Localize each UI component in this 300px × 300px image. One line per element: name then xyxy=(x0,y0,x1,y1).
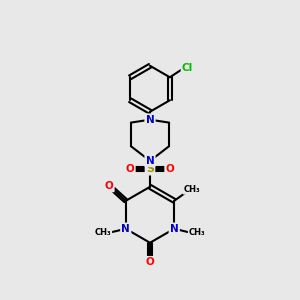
Text: Cl: Cl xyxy=(182,63,193,73)
Text: N: N xyxy=(170,224,178,234)
Text: O: O xyxy=(126,164,134,174)
Text: CH₃: CH₃ xyxy=(189,228,206,237)
Text: O: O xyxy=(105,181,113,191)
Text: N: N xyxy=(146,156,154,166)
Text: O: O xyxy=(166,164,174,174)
Text: O: O xyxy=(146,257,154,267)
Text: N: N xyxy=(146,115,154,125)
Text: S: S xyxy=(146,164,154,174)
Text: CH₃: CH₃ xyxy=(94,228,111,237)
Text: CH₃: CH₃ xyxy=(184,184,200,194)
Text: N: N xyxy=(122,224,130,234)
